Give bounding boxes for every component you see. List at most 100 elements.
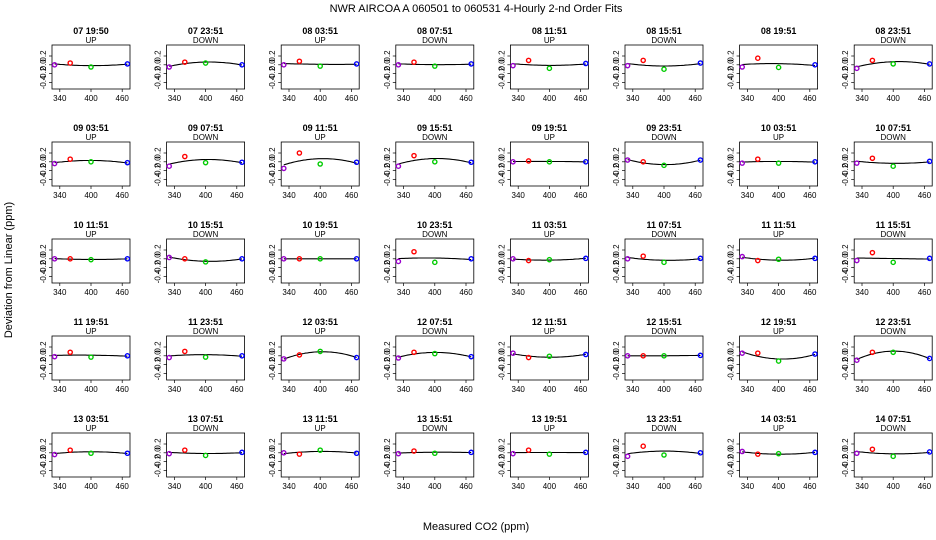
data-point (280, 165, 287, 172)
x-tick-label: 340 (512, 482, 526, 491)
data-point (510, 158, 516, 165)
data-point (353, 159, 360, 166)
y-tick-label: -0.2 (841, 454, 850, 468)
y-tick-label: 0.2 (727, 147, 736, 159)
fit-curve (627, 450, 701, 455)
y-tick-label: -0.4 (727, 75, 736, 89)
data-point (854, 257, 860, 264)
data-point (88, 354, 94, 360)
panel-frame (509, 432, 589, 478)
data-point (510, 255, 516, 262)
y-tick-label: -0.4 (841, 269, 850, 283)
y-tick-label: 0.0 (268, 253, 277, 265)
y-tick-label: -0.4 (497, 172, 506, 186)
y-tick-label: 0.0 (383, 156, 392, 168)
x-tick-label: 460 (574, 385, 588, 394)
data-point (812, 351, 818, 357)
data-point (854, 357, 860, 364)
data-point (854, 450, 860, 457)
y-tick-label: 0.0 (497, 447, 506, 459)
y-tick-label: 0.0 (727, 253, 736, 265)
panel-title: 08 23:51 (875, 26, 911, 36)
data-point (697, 60, 704, 66)
y-tick-label: 0.2 (154, 50, 163, 62)
data-point (854, 160, 860, 166)
x-tick-label: 400 (314, 482, 328, 491)
x-tick-label: 400 (657, 482, 671, 491)
x-tick-label: 400 (199, 94, 213, 103)
panel-title: 09 15:51 (417, 123, 453, 133)
y-tick-label: -0.2 (383, 163, 392, 177)
data-point (755, 55, 761, 62)
x-tick-label: 340 (282, 482, 296, 491)
data-point (202, 354, 209, 360)
panel-direction: DOWN (881, 133, 907, 142)
y-axis-label: Deviation from Linear (ppm) (3, 202, 15, 338)
y-tick-label: -0.2 (841, 357, 850, 371)
data-point (67, 255, 73, 262)
y-tick-label: 0.0 (383, 253, 392, 265)
panel-title: 12 15:51 (646, 317, 682, 327)
x-tick-label: 340 (741, 385, 755, 394)
data-point (546, 65, 553, 72)
data-point (546, 353, 553, 360)
fit-curve (856, 350, 930, 360)
data-point (202, 60, 209, 66)
x-tick-label: 400 (772, 385, 786, 394)
panel-direction: DOWN (881, 424, 907, 433)
data-point (510, 62, 516, 69)
y-tick-label: 0.2 (383, 147, 392, 159)
data-point (755, 350, 761, 356)
y-tick-label: 0.0 (154, 350, 163, 362)
panel-title: 10 23:51 (417, 220, 453, 230)
x-tick-label: 460 (116, 482, 130, 491)
x-tick-label: 340 (512, 385, 526, 394)
x-tick-label: 460 (803, 94, 817, 103)
panel-frame (624, 141, 704, 187)
panel-direction: DOWN (193, 133, 219, 142)
y-tick-label: 0.2 (268, 438, 277, 450)
x-tick-label: 340 (741, 94, 755, 103)
panel-title: 11 11:51 (761, 220, 796, 230)
panel-direction: UP (85, 133, 96, 142)
y-tick-label: -0.4 (383, 75, 392, 89)
data-point (181, 59, 188, 65)
data-point (317, 161, 324, 167)
y-tick-label: -0.4 (154, 172, 163, 186)
y-tick-label: -0.2 (154, 260, 163, 274)
y-tick-label: 0.2 (497, 438, 506, 450)
x-tick-label: 400 (314, 94, 328, 103)
data-point (124, 61, 131, 67)
data-point (624, 352, 631, 359)
data-point (166, 354, 172, 361)
data-point (583, 255, 589, 262)
y-tick-label: 0.2 (841, 147, 850, 159)
y-tick-label: -0.2 (268, 454, 277, 468)
data-point (640, 352, 647, 359)
y-tick-label: -0.4 (154, 269, 163, 283)
data-point (583, 351, 589, 358)
data-point (317, 255, 324, 262)
panel-title: 13 07:51 (188, 414, 224, 424)
fit-curve (169, 256, 243, 262)
x-tick-label: 460 (574, 94, 588, 103)
x-tick-label: 400 (772, 482, 786, 491)
y-tick-label: -0.2 (612, 357, 621, 371)
data-point (640, 158, 647, 165)
x-tick-label: 460 (803, 288, 817, 297)
y-tick-label: -0.4 (612, 269, 621, 283)
x-tick-label: 460 (918, 482, 932, 491)
panel-direction: DOWN (651, 327, 677, 336)
x-tick-label: 460 (230, 385, 244, 394)
panel-direction: DOWN (193, 327, 219, 336)
panel-frame (739, 141, 818, 187)
x-tick-label: 460 (918, 288, 932, 297)
